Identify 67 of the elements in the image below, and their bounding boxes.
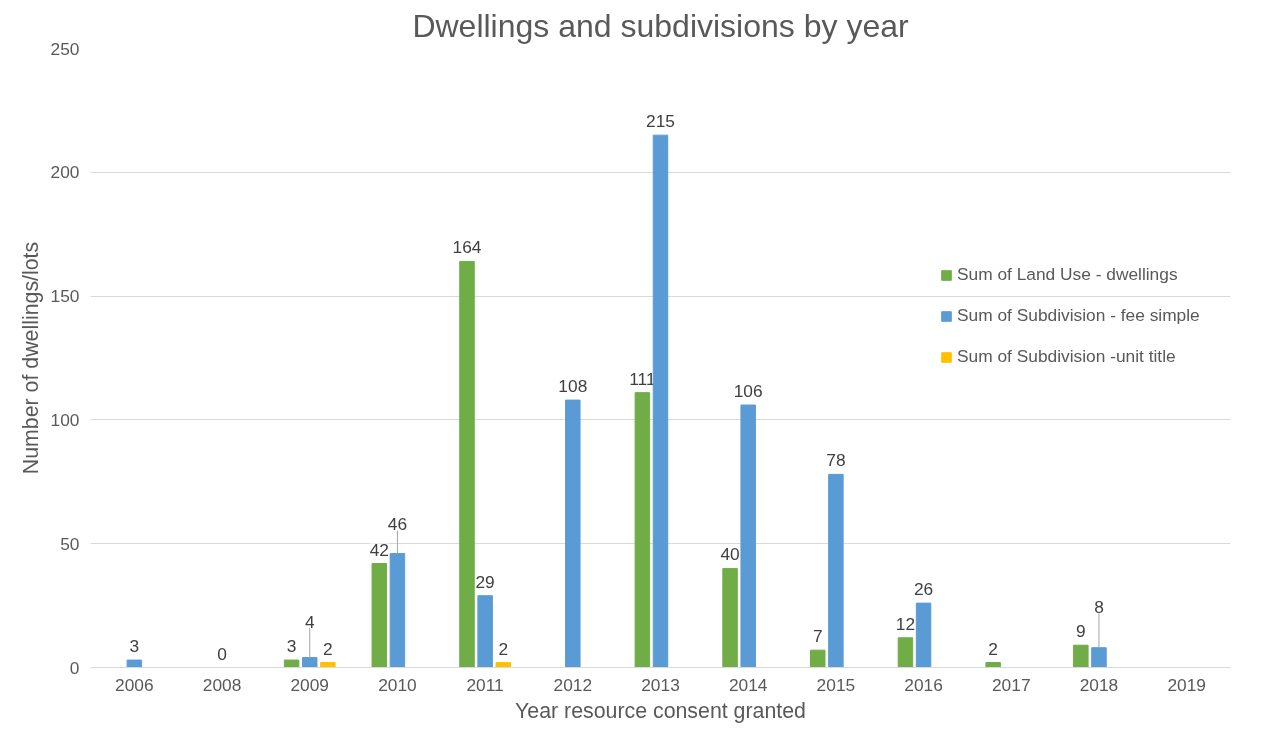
data-label: 8 [1094,597,1104,618]
data-label: 3 [129,636,140,657]
data-label: 215 [646,111,675,132]
y-tick-label: 150 [50,286,80,307]
x-tick-label: 2015 [816,674,856,695]
x-axis-title: Year resource consent granted [515,698,806,723]
bar [828,473,844,668]
x-tick-label: 2011 [466,674,504,695]
bar [459,260,475,668]
data-label: 12 [895,613,916,634]
x-tick-label: 2006 [115,674,154,695]
bar [897,637,914,668]
data-label: 4 [304,611,315,632]
data-label: 29 [475,571,495,592]
x-tick-label: 2014 [728,674,768,695]
data-label: 78 [826,450,846,471]
x-tick-label: 2018 [1079,674,1119,695]
legend-label: Sum of Land Use - dwellings [957,264,1178,285]
y-tick-label: 250 [50,38,80,59]
bar [565,399,581,668]
data-label: 9 [1076,621,1086,642]
data-label: 2 [498,638,509,659]
data-label: 108 [558,376,588,397]
x-tick-label: 2013 [641,674,680,695]
x-tick-label: 2019 [1167,674,1206,695]
y-tick-label: 50 [60,533,80,554]
bar [722,567,738,668]
bar [810,649,826,668]
y-tick-label: 0 [69,657,80,678]
y-tick-label: 100 [50,409,80,430]
legend-label: Sum of Subdivision -unit title [957,346,1176,367]
bar [389,553,406,668]
bar [301,657,318,668]
y-tick-label: 200 [50,162,80,183]
data-label: 7 [812,626,823,647]
bar [477,595,493,668]
bar [495,662,511,668]
x-tick-label: 2008 [202,674,242,695]
data-label: 46 [387,514,408,535]
bar [1091,647,1107,668]
data-label: 40 [720,544,740,565]
x-tick-label: 2009 [290,674,330,695]
data-label: 3 [286,636,297,657]
x-tick-label: 2016 [904,674,943,695]
x-tick-label: 2012 [553,674,593,695]
chart-title: Dwellings and subdivisions by year [412,7,909,44]
y-axis-title: Number of dwellings/lots [18,241,43,475]
bar [1073,644,1089,668]
data-label: 26 [913,579,934,600]
bar [740,404,756,668]
legend-label: Sum of Subdivision - fee simple [957,305,1200,326]
data-label: 42 [369,539,389,560]
x-tick-label: 2010 [378,674,417,695]
x-tick-label: 2017 [992,674,1031,695]
data-label: 106 [733,381,763,402]
bar [634,392,651,668]
bar [283,659,300,668]
data-label: 164 [452,237,482,258]
data-label: 0 [217,643,227,664]
bar [652,134,669,668]
data-label: 2 [988,638,998,659]
bar [126,659,143,668]
bar [320,662,336,668]
data-label: 2 [323,638,333,659]
bar [915,602,932,668]
bar [985,662,1001,668]
bar [371,563,388,668]
